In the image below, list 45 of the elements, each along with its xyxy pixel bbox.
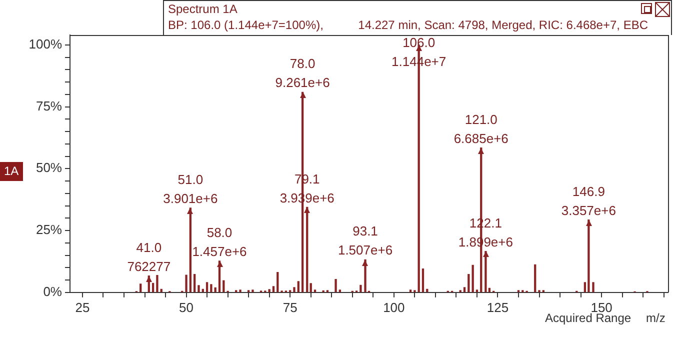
chart-subtitle: BP: 106.0 (1.144e+7=100%),	[168, 18, 324, 33]
bar	[310, 283, 312, 292]
bar	[185, 274, 188, 292]
bar	[468, 274, 470, 292]
bar	[534, 264, 536, 292]
bar	[472, 264, 474, 292]
bar	[293, 287, 296, 292]
x-axis-title: m/z	[646, 311, 666, 326]
y-tick-label: 75%	[36, 98, 62, 114]
x-tick-label: 75	[282, 300, 298, 315]
y-tick-label: 0%	[43, 284, 62, 299]
x-tick-label: 100	[383, 300, 405, 315]
x-tick-label: 125	[486, 300, 509, 315]
y-tick-label: 25%	[36, 222, 62, 238]
bar	[297, 281, 300, 292]
annotation: 78.0 9.261e+6	[275, 56, 330, 90]
bar	[156, 274, 158, 292]
bar	[252, 290, 254, 292]
bar	[360, 284, 362, 292]
bar	[194, 274, 196, 292]
annotation: 93.1 1.507e+6	[338, 224, 393, 258]
annotation: 146.9 3.357e+6	[561, 184, 616, 218]
y-tick-label: 100%	[28, 36, 62, 52]
bar	[140, 284, 142, 292]
bar	[222, 280, 225, 292]
bar	[272, 286, 275, 292]
bar	[210, 284, 212, 292]
bar	[592, 282, 594, 292]
text: 14.227 min, Scan: 4798, Merged, RIC: 6.468e+7, EBC	[358, 18, 648, 33]
bar	[334, 278, 337, 292]
chart-title: Spectrum 1A	[168, 2, 238, 17]
bar	[276, 272, 279, 292]
annotation: 41.0 762277	[127, 240, 171, 274]
bar	[206, 282, 208, 292]
bar	[422, 268, 424, 292]
text: 1A	[0, 162, 23, 181]
bar	[463, 287, 466, 292]
annotation: 121.0 6.685e+6	[454, 112, 508, 146]
y-tick-label: 50%	[36, 160, 62, 176]
x-tick-label: 25	[75, 300, 90, 315]
bar	[239, 290, 242, 292]
annotation: 51.0 3.901e+6	[163, 172, 218, 206]
annotation: 58.0 1.457e+6	[192, 224, 247, 259]
bar	[198, 285, 200, 292]
x-tick-label: 50	[179, 300, 194, 315]
